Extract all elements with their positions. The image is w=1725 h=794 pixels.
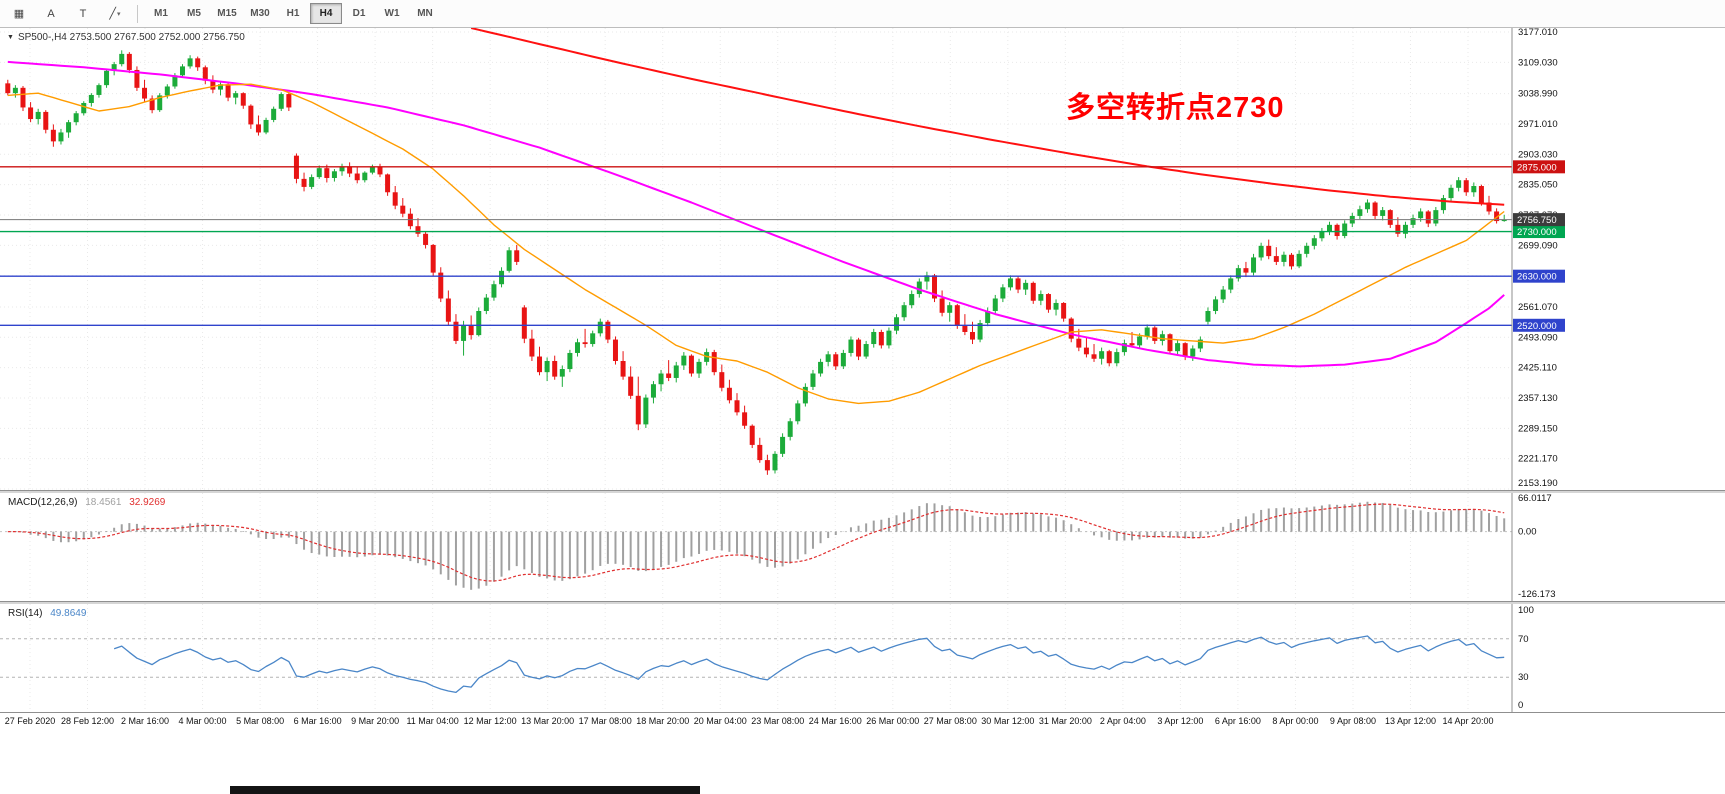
time-axis-label: 8 Apr 00:00 xyxy=(1272,716,1319,726)
price-axis-label: 2357.130 xyxy=(1518,393,1558,404)
taskbar-fragment xyxy=(230,786,700,794)
ma-long-red xyxy=(470,28,1505,206)
symbol-ohlc-text: SP500-,H4 2753.500 2767.500 2752.000 275… xyxy=(17,32,245,43)
price-axis-label: 2903.030 xyxy=(1518,149,1558,160)
text-tool-button[interactable]: T xyxy=(68,3,98,25)
main-chart-canvas[interactable]: 3177.010 3109.030 3038.990 2971.010 2903.030… xyxy=(0,28,1725,490)
symbol-dropdown-icon[interactable]: ▼ xyxy=(7,34,14,41)
price-axis-label: 2153.190 xyxy=(1518,478,1558,489)
panel-divider-macd[interactable] xyxy=(0,490,1725,493)
time-axis-label: 6 Apr 16:00 xyxy=(1214,716,1261,726)
time-axis-label: 13 Mar 20:00 xyxy=(521,716,575,726)
timeframe-h4[interactable]: H4 xyxy=(310,3,342,24)
rsi-axis-label: 70 xyxy=(1518,634,1529,645)
line-tool-icon: ╱ xyxy=(109,8,117,20)
price-tag: 2875.000 xyxy=(1517,162,1557,173)
macd-label: MACD(12,26,9) 18.4561 32.9269 xyxy=(8,497,165,508)
time-axis-label: 2 Apr 04:00 xyxy=(1099,716,1146,726)
rsi-axis-label: 0 xyxy=(1518,700,1523,711)
time-axis-label: 27 Mar 08:00 xyxy=(923,716,977,726)
time-axis-label: 31 Mar 20:00 xyxy=(1038,716,1092,726)
time-axis-label: 28 Feb 12:00 xyxy=(60,716,115,726)
macd-axis-label: 66.0117 xyxy=(1518,493,1552,504)
macd-value-signal: 32.9269 xyxy=(129,497,166,508)
price-axis-label: 2221.170 xyxy=(1518,454,1558,465)
ma-fast-orange xyxy=(7,83,1505,405)
time-axis-label: 26 Mar 00:00 xyxy=(866,716,920,726)
annotation-text: 多空转折点2730 xyxy=(1066,92,1285,124)
price-axis-label: 2835.050 xyxy=(1518,180,1558,191)
time-axis-label: 24 Mar 16:00 xyxy=(808,716,862,726)
price-axis-label: 2971.010 xyxy=(1518,119,1558,130)
ma-slow-magenta xyxy=(7,60,1505,368)
time-axis-label: 11 Mar 04:00 xyxy=(406,716,459,726)
price-axis-label: 3038.990 xyxy=(1518,89,1558,100)
rsi-value: 49.8649 xyxy=(50,608,87,619)
timeframe-m15[interactable]: M15 xyxy=(217,8,237,19)
chevron-down-icon: ▾ xyxy=(117,10,121,18)
timeframe-w1[interactable]: W1 xyxy=(384,8,400,19)
cursor-tool-button[interactable]: A xyxy=(36,3,66,25)
rsi-label: RSI(14) 49.8649 xyxy=(8,608,86,619)
macd-name: MACD(12,26,9) xyxy=(8,497,78,508)
time-axis-label: 23 Mar 08:00 xyxy=(751,716,805,726)
time-axis-label: 13 Apr 12:00 xyxy=(1384,716,1436,726)
time-axis-label: 27 Feb 2020 xyxy=(4,716,56,726)
chart-grid-icon[interactable]: ▦ xyxy=(4,3,34,25)
price-axis-label: 2289.150 xyxy=(1518,423,1558,434)
draw-tool-button[interactable]: ╱ ▾ xyxy=(100,3,130,25)
price-axis-label: 2561.070 xyxy=(1518,302,1558,313)
timeframe-d1[interactable]: D1 xyxy=(352,8,366,19)
price-tag: 2630.000 xyxy=(1517,272,1557,283)
timeframe-toolbar: M1 M5 M15 M30 H1 H4 D1 W1 MN xyxy=(145,3,441,24)
rsi-axis-label: 30 xyxy=(1518,672,1529,683)
panel-divider-rsi[interactable] xyxy=(0,601,1725,604)
cursor-glyph: A xyxy=(47,7,55,20)
price-axis-label: 3109.030 xyxy=(1518,57,1558,68)
rsi-panel-canvas[interactable]: 100 70 30 0 xyxy=(0,604,1725,712)
macd-axis-label: -126.173 xyxy=(1518,589,1556,600)
price-tag: 2730.000 xyxy=(1517,227,1557,238)
time-axis-label: 2 Mar 16:00 xyxy=(121,716,170,726)
price-axis-label: 2425.110 xyxy=(1518,363,1557,374)
time-axis-label: 18 Mar 20:00 xyxy=(636,716,690,726)
timeframe-m30[interactable]: M30 xyxy=(250,8,270,19)
top-toolbar: ▦ A T ╱ ▾ M1 M5 M15 M30 H1 H4 D1 W1 MN xyxy=(0,0,1725,28)
time-axis-label: 20 Mar 04:00 xyxy=(693,716,747,726)
time-axis-label: 4 Mar 00:00 xyxy=(178,716,227,726)
timeframe-h1[interactable]: H1 xyxy=(286,8,300,19)
time-axis-label: 14 Apr 20:00 xyxy=(1442,716,1494,726)
timeframe-mn[interactable]: MN xyxy=(417,8,433,19)
time-axis-label: 3 Apr 12:00 xyxy=(1157,716,1204,726)
macd-value-main: 18.4561 xyxy=(85,497,122,508)
time-axis-label: 30 Mar 12:00 xyxy=(981,716,1035,726)
time-axis-label: 12 Mar 12:00 xyxy=(463,716,517,726)
time-axis-label: 5 Mar 08:00 xyxy=(236,716,285,726)
timeframe-m1[interactable]: M1 xyxy=(154,8,168,19)
toolbar-separator xyxy=(137,4,138,23)
time-axis-label: 6 Mar 16:00 xyxy=(293,716,342,726)
price-axis-label: 3177.010 xyxy=(1518,28,1558,38)
price-tag: 2756.750 xyxy=(1517,215,1557,226)
text-glyph: T xyxy=(79,7,87,20)
price-axis-label: 2699.090 xyxy=(1518,240,1558,251)
rsi-axis-label: 100 xyxy=(1518,605,1534,616)
macd-panel-canvas[interactable]: 66.0117 0.00 -126.173 xyxy=(0,493,1725,601)
price-tag: 2520.000 xyxy=(1517,321,1557,332)
time-axis-label: 17 Mar 08:00 xyxy=(578,716,632,726)
rsi-name: RSI(14) xyxy=(8,608,43,619)
macd-axis-label: 0.00 xyxy=(1518,527,1537,538)
time-axis: 27 Feb 2020 28 Feb 12:00 2 Mar 16:00 4 Mar … xyxy=(0,712,1725,730)
grid-glyph: ▦ xyxy=(13,8,25,20)
symbol-ohlc-line: ▼ SP500-,H4 2753.500 2767.500 2752.000 2… xyxy=(7,32,245,43)
time-axis-label: 9 Mar 20:00 xyxy=(351,716,400,726)
time-axis-label: 9 Apr 08:00 xyxy=(1329,716,1376,726)
price-axis-label: 2493.090 xyxy=(1518,332,1558,343)
timeframe-m5[interactable]: M5 xyxy=(187,8,201,19)
